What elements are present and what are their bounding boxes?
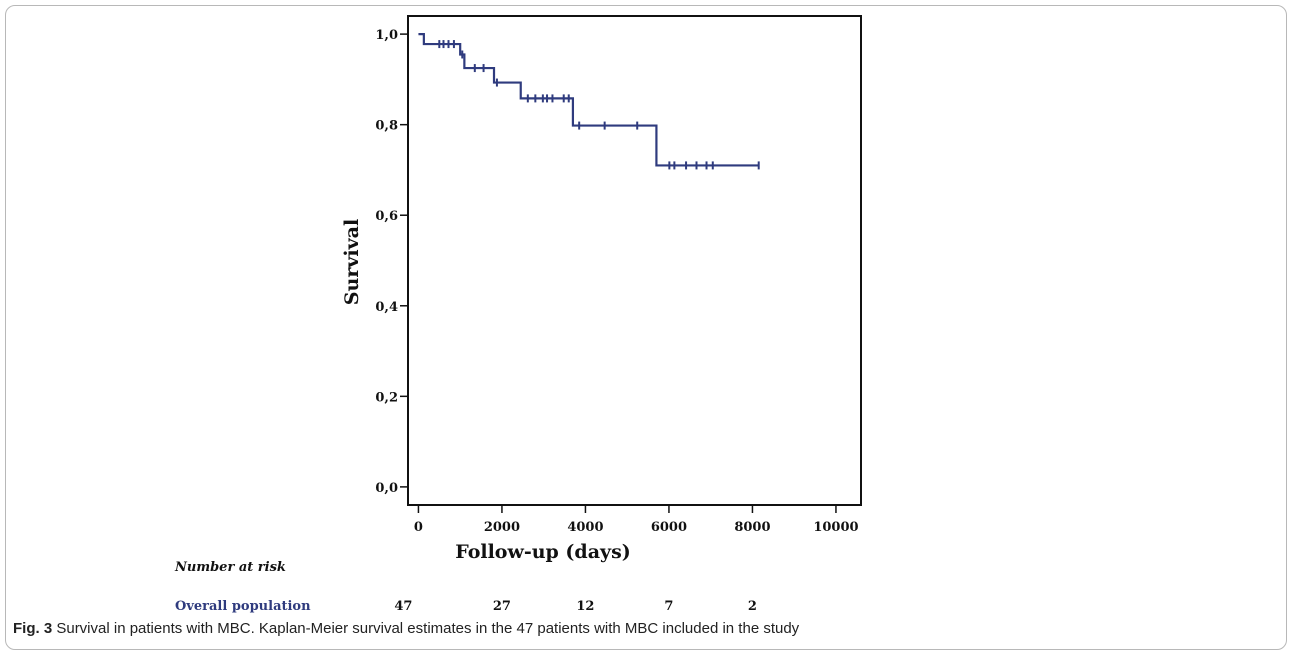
x-tick-label: 2000: [484, 520, 520, 535]
y-axis-title: Survival: [341, 219, 363, 305]
y-tick-label: 0,2: [375, 390, 398, 405]
x-tick-label: 4000: [567, 520, 603, 535]
y-tick-label: 1,0: [375, 28, 398, 43]
risk-count: 7: [664, 599, 673, 614]
risk-table-row-label: Overall population: [175, 599, 311, 614]
x-tick-label: 0: [414, 520, 423, 535]
y-tick-label: 0,0: [375, 481, 398, 496]
figure-frame: [5, 5, 1287, 650]
plot-area: [407, 15, 862, 506]
y-tick-label: 0,4: [375, 300, 398, 315]
risk-count: 2: [748, 599, 757, 614]
figure-caption: Fig. 3 Survival in patients with MBC. Ka…: [13, 620, 1273, 637]
risk-count: 12: [576, 599, 594, 614]
y-tick-label: 0,6: [375, 209, 398, 224]
survival-curve: [418, 33, 759, 167]
risk-count: 27: [493, 599, 511, 614]
figure-label: Fig. 3: [13, 620, 53, 637]
risk-table-header: Number at risk: [174, 560, 286, 575]
x-tick-label: 10000: [813, 520, 858, 535]
x-axis-title: Follow-up (days): [455, 541, 631, 563]
risk-count: 47: [394, 599, 412, 614]
x-tick-label: 8000: [734, 520, 770, 535]
caption-text: Survival in patients with MBC. Kaplan-Me…: [56, 620, 800, 637]
y-tick-label: 0,8: [375, 119, 398, 134]
x-tick-label: 6000: [651, 520, 687, 535]
